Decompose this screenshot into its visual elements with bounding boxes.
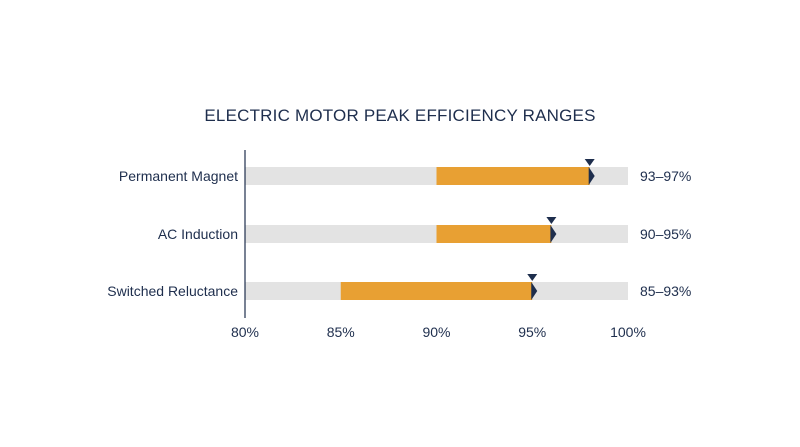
category-label-group: Permanent Magnet AC Induction Switched Rel… [107,168,238,299]
value-label: 90–95% [640,226,691,242]
x-tick-label: 90% [422,324,450,340]
range-bar [340,282,533,300]
peak-marker-right [588,167,595,185]
marker-group [527,159,595,300]
x-tick-label: 95% [518,324,546,340]
category-label: Permanent Magnet [119,168,238,184]
peak-marker-right [550,225,557,243]
value-label: 85–93% [640,283,691,299]
peak-marker-down [527,274,538,281]
x-tick-label: 85% [327,324,355,340]
range-bar [436,225,552,243]
category-label: AC Induction [158,226,238,242]
peak-marker-down [584,159,595,166]
x-tick-label-group: 80% 85% 90% 95% 100% [231,324,646,340]
range-bar [436,167,590,185]
x-tick-label: 80% [231,324,259,340]
peak-marker-right [531,282,538,300]
x-tick-label: 100% [610,324,646,340]
value-label: 93–97% [640,168,691,184]
category-label: Switched Reluctance [107,283,238,299]
peak-marker-down [546,217,557,224]
range-bar-group [340,167,590,300]
value-label-group: 93–97% 90–95% 85–93% [640,168,691,299]
chart-title: ELECTRIC MOTOR PEAK EFFICIENCY RANGES [204,106,595,125]
